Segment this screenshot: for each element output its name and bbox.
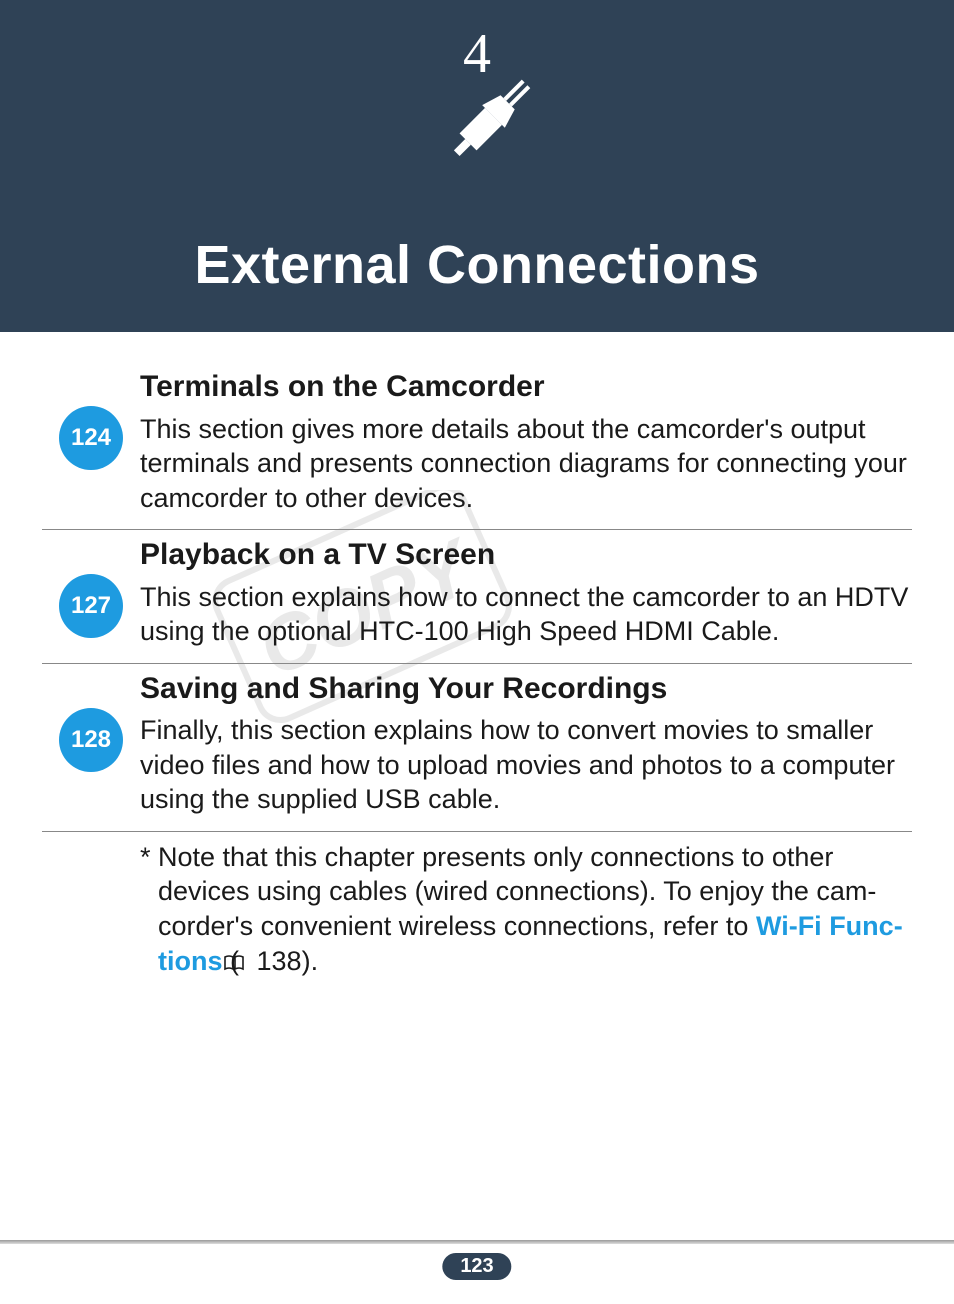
entry-title: Terminals on the Camcorder xyxy=(140,368,912,406)
badge-column: 127 xyxy=(42,536,140,638)
badge-column: 128 xyxy=(42,670,140,772)
book-icon xyxy=(241,946,245,981)
page: 4 External Connections COPY xyxy=(0,0,954,1304)
page-number: 123 xyxy=(442,1253,511,1280)
footnote-close: ). xyxy=(302,946,319,976)
toc-entry: 127 Playback on a TV Screen This section… xyxy=(42,530,912,664)
chapter-header: 4 External Connections xyxy=(0,0,954,332)
footnote: * Note that this chapter presents only c… xyxy=(140,840,912,980)
footnote-star: * xyxy=(140,842,151,872)
body-content: 124 Terminals on the Camcorder This sect… xyxy=(0,332,954,980)
entry-desc: This section gives more details about th… xyxy=(140,412,912,516)
toc-entry: 124 Terminals on the Camcorder This sect… xyxy=(42,362,912,530)
toc-entry: 128 Saving and Sharing Your Recordings F… xyxy=(42,664,912,832)
footer-divider xyxy=(0,1240,954,1244)
page-badge[interactable]: 127 xyxy=(59,574,123,638)
badge-column: 124 xyxy=(42,368,140,470)
plug-icon xyxy=(439,60,549,175)
entry-text: Saving and Sharing Your Recordings Final… xyxy=(140,670,912,817)
page-badge[interactable]: 124 xyxy=(59,406,123,470)
entry-title: Saving and Sharing Your Recordings xyxy=(140,670,912,708)
footnote-spacer xyxy=(42,840,140,980)
footnote-ref-page: 138 xyxy=(257,946,302,976)
footnote-row: * Note that this chapter presents only c… xyxy=(42,832,912,980)
chapter-title: External Connections xyxy=(0,234,954,296)
entry-desc: This section explains how to connect the… xyxy=(140,580,912,649)
entry-title: Playback on a TV Screen xyxy=(140,536,912,574)
entry-text: Terminals on the Camcorder This section … xyxy=(140,368,912,515)
entry-text: Playback on a TV Screen This section exp… xyxy=(140,536,912,649)
entry-desc: Finally, this section explains how to co… xyxy=(140,713,912,817)
page-badge[interactable]: 128 xyxy=(59,708,123,772)
